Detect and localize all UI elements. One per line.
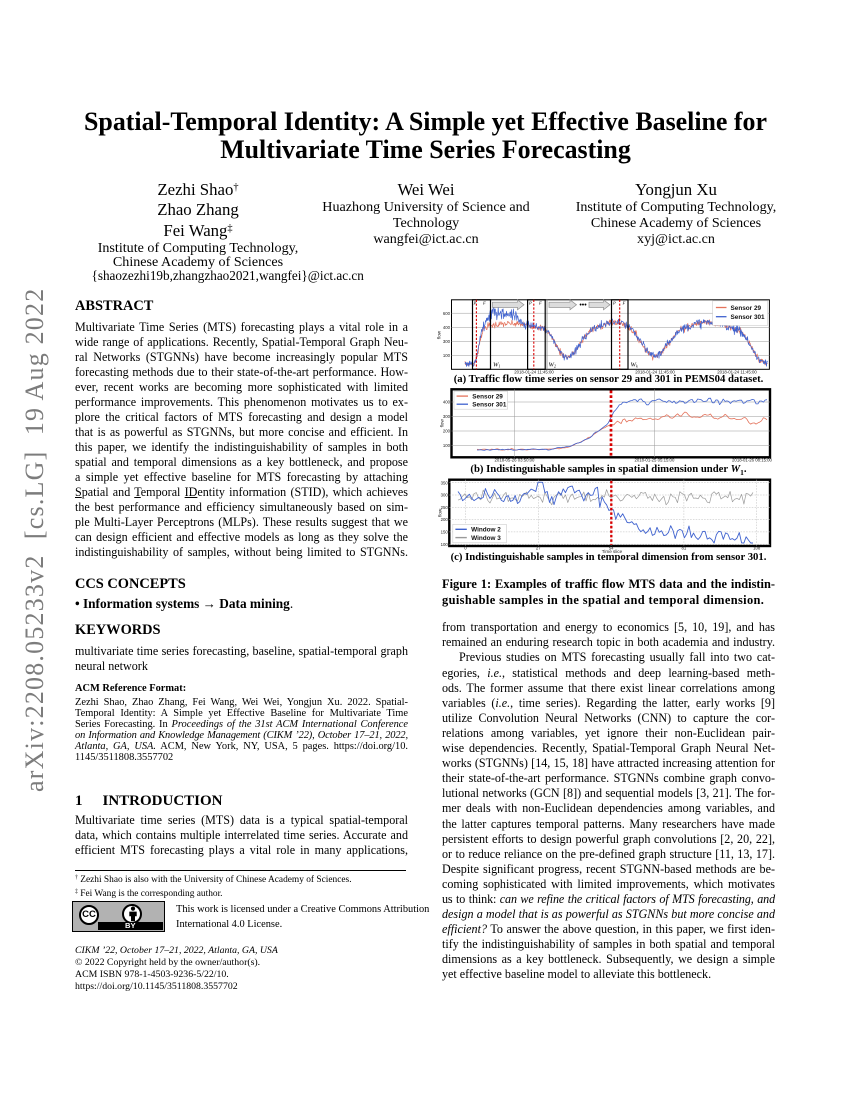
- svg-text:250: 250: [441, 505, 449, 510]
- svg-text:Sensor 29: Sensor 29: [731, 305, 762, 312]
- svg-text:Window 2: Window 2: [471, 527, 501, 534]
- svg-text:F: F: [622, 301, 626, 306]
- svg-text:100: 100: [441, 542, 449, 547]
- svg-text:W2: W2: [549, 362, 557, 369]
- svg-text:•••: •••: [579, 301, 587, 309]
- svg-text:2018-01-24 11:45:00: 2018-01-24 11:45:00: [514, 369, 554, 374]
- svg-text:400: 400: [443, 325, 451, 330]
- svg-text:W1: W1: [493, 362, 501, 369]
- svg-text:100: 100: [443, 443, 451, 448]
- svg-text:Sensor 29: Sensor 29: [472, 393, 503, 400]
- svg-text:100: 100: [443, 353, 451, 358]
- svg-text:0: 0: [464, 546, 467, 551]
- svg-text:P: P: [528, 301, 532, 306]
- svg-text:150: 150: [441, 530, 449, 535]
- svg-text:300: 300: [443, 414, 451, 419]
- svg-text:2018-01-26 08:15:00: 2018-01-26 08:15:00: [732, 457, 773, 462]
- svg-text:flow: flow: [440, 419, 445, 428]
- svg-text:2018-01-24 11:45:00: 2018-01-24 11:45:00: [635, 369, 675, 374]
- svg-text:Time slice: Time slice: [602, 549, 623, 554]
- svg-text:2018-01-24 11:45:00: 2018-01-24 11:45:00: [717, 369, 757, 374]
- svg-text:54: 54: [609, 546, 614, 551]
- svg-text:Sensor 301: Sensor 301: [472, 402, 507, 409]
- svg-text:F: F: [482, 301, 486, 306]
- svg-text:flow: flow: [437, 330, 442, 339]
- svg-text:Wk: Wk: [631, 362, 639, 369]
- svg-text:2018-01-25 05:15:00: 2018-01-25 05:15:00: [634, 457, 675, 462]
- svg-text:200: 200: [441, 517, 449, 522]
- svg-text:Sensor 301: Sensor 301: [731, 314, 766, 321]
- svg-text:P: P: [473, 301, 477, 306]
- svg-text:Window 3: Window 3: [471, 535, 501, 542]
- svg-text:F: F: [538, 301, 542, 306]
- svg-text:300: 300: [443, 339, 451, 344]
- svg-text:108: 108: [753, 546, 761, 551]
- svg-text:flow: flow: [438, 508, 443, 517]
- svg-text:81: 81: [682, 546, 687, 551]
- svg-text:2018-05-26 03:50:00: 2018-05-26 03:50:00: [495, 457, 536, 462]
- svg-text:200: 200: [443, 429, 451, 434]
- svg-text:350: 350: [441, 480, 449, 485]
- svg-text:27: 27: [536, 546, 541, 551]
- svg-text:400: 400: [443, 400, 451, 405]
- svg-text:P: P: [612, 301, 616, 306]
- svg-text:600: 600: [443, 311, 451, 316]
- svg-text:300: 300: [441, 493, 449, 498]
